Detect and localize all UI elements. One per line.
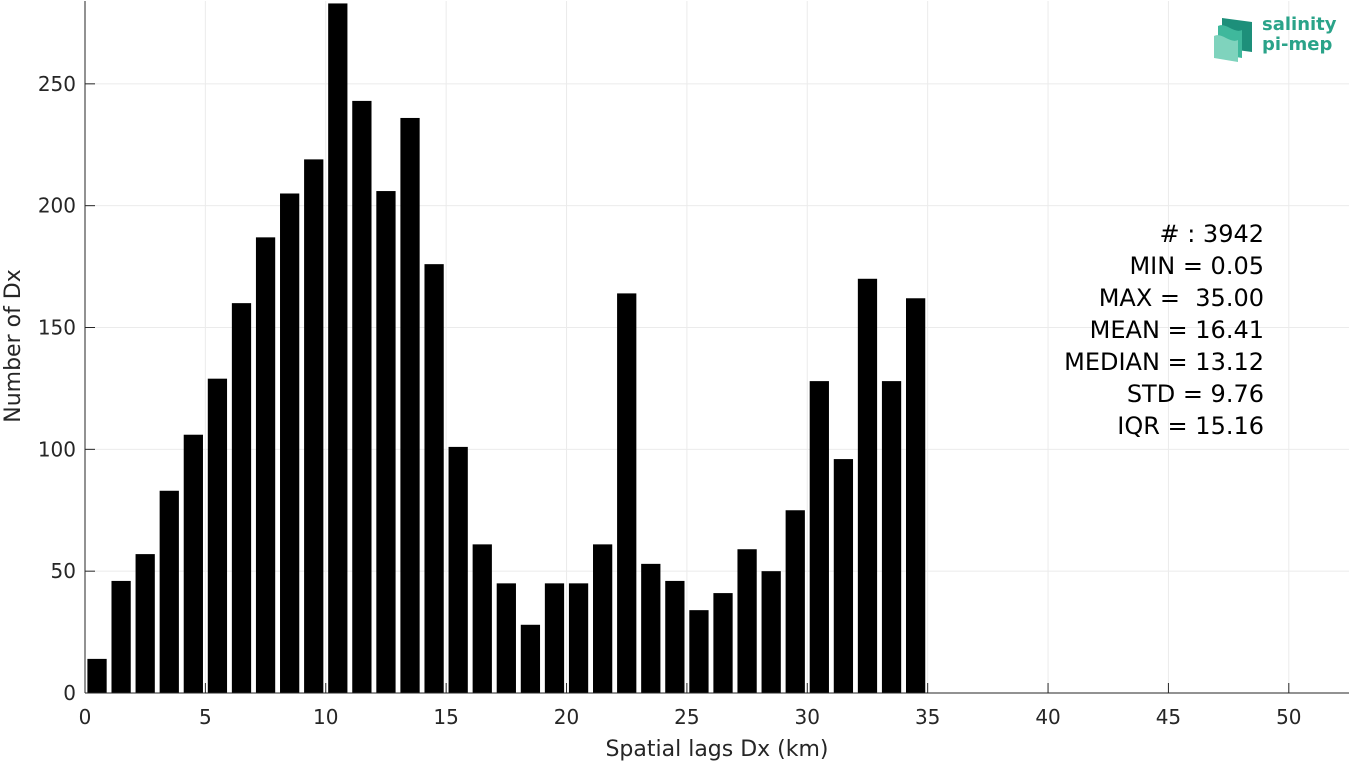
- bar: [881, 381, 902, 693]
- x-tick-label: 5: [199, 705, 212, 729]
- stat-mean: MEAN = 16.41: [1089, 316, 1264, 344]
- x-tick-label: 15: [433, 705, 458, 729]
- stat-median: MEDIAN = 13.12: [1064, 348, 1264, 376]
- x-tick-label: 30: [795, 705, 820, 729]
- x-tick-label: 50: [1276, 705, 1301, 729]
- bar: [111, 580, 131, 693]
- bar: [135, 554, 155, 693]
- bar: [809, 381, 829, 693]
- x-tick-label: 40: [1035, 705, 1060, 729]
- x-axis-label: Spatial lags Dx (km): [605, 737, 828, 762]
- stat-max: MAX = 35.00: [1098, 284, 1264, 312]
- y-tick-label: 200: [38, 194, 76, 218]
- salinity-pimep-logo: salinity pi-mep: [1212, 14, 1342, 64]
- y-tick-label: 100: [38, 437, 76, 461]
- bar: [641, 563, 661, 693]
- x-tick-label: 0: [79, 705, 92, 729]
- bar: [593, 544, 613, 693]
- bar: [183, 434, 203, 693]
- bar: [785, 510, 805, 693]
- x-tick-label: 10: [313, 705, 338, 729]
- stat-count: # : 3942: [1159, 220, 1264, 248]
- stat-std: STD = 9.76: [1126, 380, 1264, 408]
- bars: [87, 3, 926, 694]
- statistics-box: # : 3942 MIN = 0.05 MAX = 35.00 MEAN = 1…: [1064, 218, 1264, 442]
- tick-labels: 0 5 10 15 20 25 30 35 40 45 50 0 50 100 150 200 250: [38, 72, 1302, 729]
- x-tick-label: 25: [674, 705, 699, 729]
- bar: [665, 580, 685, 693]
- bar: [520, 624, 541, 693]
- x-tick-label: 20: [554, 705, 579, 729]
- bar: [617, 293, 637, 693]
- x-tick-label: 45: [1156, 705, 1181, 729]
- bar: [857, 278, 878, 693]
- bar: [568, 583, 589, 693]
- axes: [84, 1, 1349, 694]
- y-tick-label: 250: [38, 72, 76, 96]
- y-axis-label: Number of Dx: [1, 269, 26, 423]
- bar: [400, 117, 420, 693]
- bar: [352, 100, 372, 693]
- y-tick-label: 0: [63, 681, 76, 705]
- bar: [255, 237, 276, 693]
- bar: [496, 583, 516, 693]
- stat-min: MIN = 0.05: [1129, 252, 1264, 280]
- bar: [544, 583, 565, 693]
- bar: [231, 303, 252, 693]
- x-tick-label: 35: [915, 705, 940, 729]
- bar: [424, 264, 444, 693]
- logo-text: salinity pi-mep: [1262, 15, 1337, 55]
- bar: [328, 3, 348, 693]
- y-tick-label: 150: [38, 316, 76, 340]
- bar: [87, 658, 107, 693]
- logo-line-2: pi-mep: [1262, 34, 1333, 55]
- bar: [304, 159, 324, 694]
- bar: [472, 544, 492, 693]
- bar: [905, 298, 926, 693]
- y-tick-label: 50: [51, 559, 76, 583]
- bar: [833, 459, 854, 693]
- logo-line-1: salinity: [1262, 14, 1337, 35]
- bar: [689, 610, 709, 693]
- bar: [207, 378, 228, 693]
- bar: [159, 490, 179, 693]
- bar: [280, 193, 300, 693]
- bar: [737, 549, 757, 693]
- bar: [761, 571, 781, 693]
- bar: [448, 446, 468, 693]
- wave-logo-icon: [1214, 18, 1252, 62]
- bar: [713, 593, 733, 693]
- stat-iqr: IQR = 15.16: [1117, 412, 1264, 440]
- bar: [376, 191, 396, 693]
